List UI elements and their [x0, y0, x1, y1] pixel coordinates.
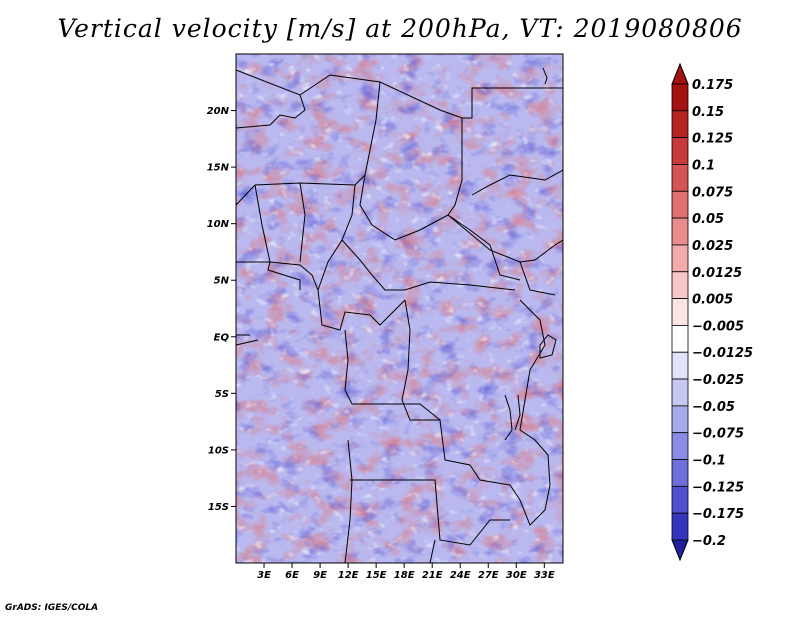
- lon-tick-label: 33E: [534, 570, 555, 581]
- colorbar-segment: [671, 405, 689, 434]
- colorbar-label: −0.05: [692, 400, 735, 415]
- colorbar-segment: [671, 190, 689, 219]
- longitude-axis: 3E 6E 9E 12E 15E 18E 21E 24E 27E 30E 33E: [257, 563, 555, 581]
- lon-tick-label: 24E: [450, 570, 471, 581]
- lat-tick-label: 15S: [208, 502, 229, 513]
- colorbar-label: −0.025: [692, 373, 744, 388]
- colorbar-label: −0.125: [692, 480, 744, 495]
- colorbar-label: 0.175: [692, 78, 733, 93]
- lat-tick-label: EQ: [214, 332, 230, 343]
- lon-tick-label: 3E: [257, 570, 271, 581]
- country-borders: [236, 67, 563, 563]
- colorbar-segment: [671, 271, 689, 299]
- colorbar-segment: [671, 244, 689, 273]
- colorbar-segment: [671, 110, 689, 139]
- lon-tick-label: 27E: [478, 570, 499, 581]
- colorbar-label: 0.125: [692, 132, 733, 147]
- lat-tick-label: 10S: [208, 445, 229, 456]
- colorbar-label: −0.2: [692, 534, 726, 549]
- colorbar-segment: [671, 378, 689, 407]
- colorbar-segment: [671, 83, 689, 112]
- lon-tick-label: 18E: [394, 570, 415, 581]
- lon-tick-label: 6E: [285, 570, 299, 581]
- colorbar-segment: [671, 459, 689, 487]
- velocity-field: [236, 54, 563, 563]
- lon-tick-label: 30E: [506, 570, 527, 581]
- map-frame: [235, 53, 564, 564]
- colorbar-top-arrow: [671, 62, 689, 85]
- map-panel: 20N 15N 10N 5N EQ 5S 10S 15S 3E 6E 9E 12E 15E 18E 21E…: [207, 53, 564, 581]
- colorbar-label: 0.005: [692, 293, 733, 308]
- colorbar-label: 0.1: [692, 158, 715, 173]
- colorbar-segment: [671, 164, 689, 192]
- colorbar-segment: [671, 325, 689, 353]
- lon-tick-label: 9E: [313, 570, 327, 581]
- colorbar-segment: [671, 351, 689, 380]
- colorbar-segment: [671, 432, 689, 460]
- colorbar-label: −0.0125: [692, 346, 753, 361]
- colorbar-label: 0.15: [692, 105, 724, 120]
- colorbar-label: −0.075: [692, 427, 744, 442]
- colorbar-label: 0.0125: [692, 266, 742, 281]
- lat-tick-label: 20N: [207, 106, 230, 117]
- colorbar-label: −0.005: [692, 319, 744, 334]
- grads-credit: GrADS: IGES/COLA: [5, 603, 99, 613]
- colorbar-label: −0.1: [692, 454, 726, 469]
- colorbar-bottom-arrow: [671, 539, 689, 562]
- lat-tick-label: 15N: [207, 163, 230, 174]
- colorbar: 0.175 0.15 0.125 0.1 0.075 0.05 0.025 0.0125 0.0…: [671, 62, 753, 562]
- colorbar-label: 0.05: [692, 212, 724, 227]
- colorbar-label: 0.025: [692, 239, 733, 254]
- colorbar-label: −0.175: [692, 507, 744, 522]
- lat-tick-label: 5N: [214, 276, 230, 287]
- latitude-axis: 20N 15N 10N 5N EQ 5S 10S 15S: [207, 106, 236, 513]
- chart-title: Vertical velocity [m/s] at 200hPa, VT: 2…: [57, 14, 743, 43]
- colorbar-segment: [671, 512, 689, 541]
- colorbar-segment: [671, 298, 689, 326]
- lon-tick-label: 21E: [422, 570, 443, 581]
- colorbar-segment: [671, 485, 689, 514]
- lon-tick-label: 12E: [338, 570, 359, 581]
- colorbar-segment: [671, 217, 689, 246]
- colorbar-segment: [671, 137, 689, 165]
- lon-tick-label: 15E: [366, 570, 387, 581]
- lat-tick-label: 10N: [207, 219, 230, 230]
- colorbar-label: 0.075: [692, 185, 733, 200]
- lat-tick-label: 5S: [215, 389, 229, 400]
